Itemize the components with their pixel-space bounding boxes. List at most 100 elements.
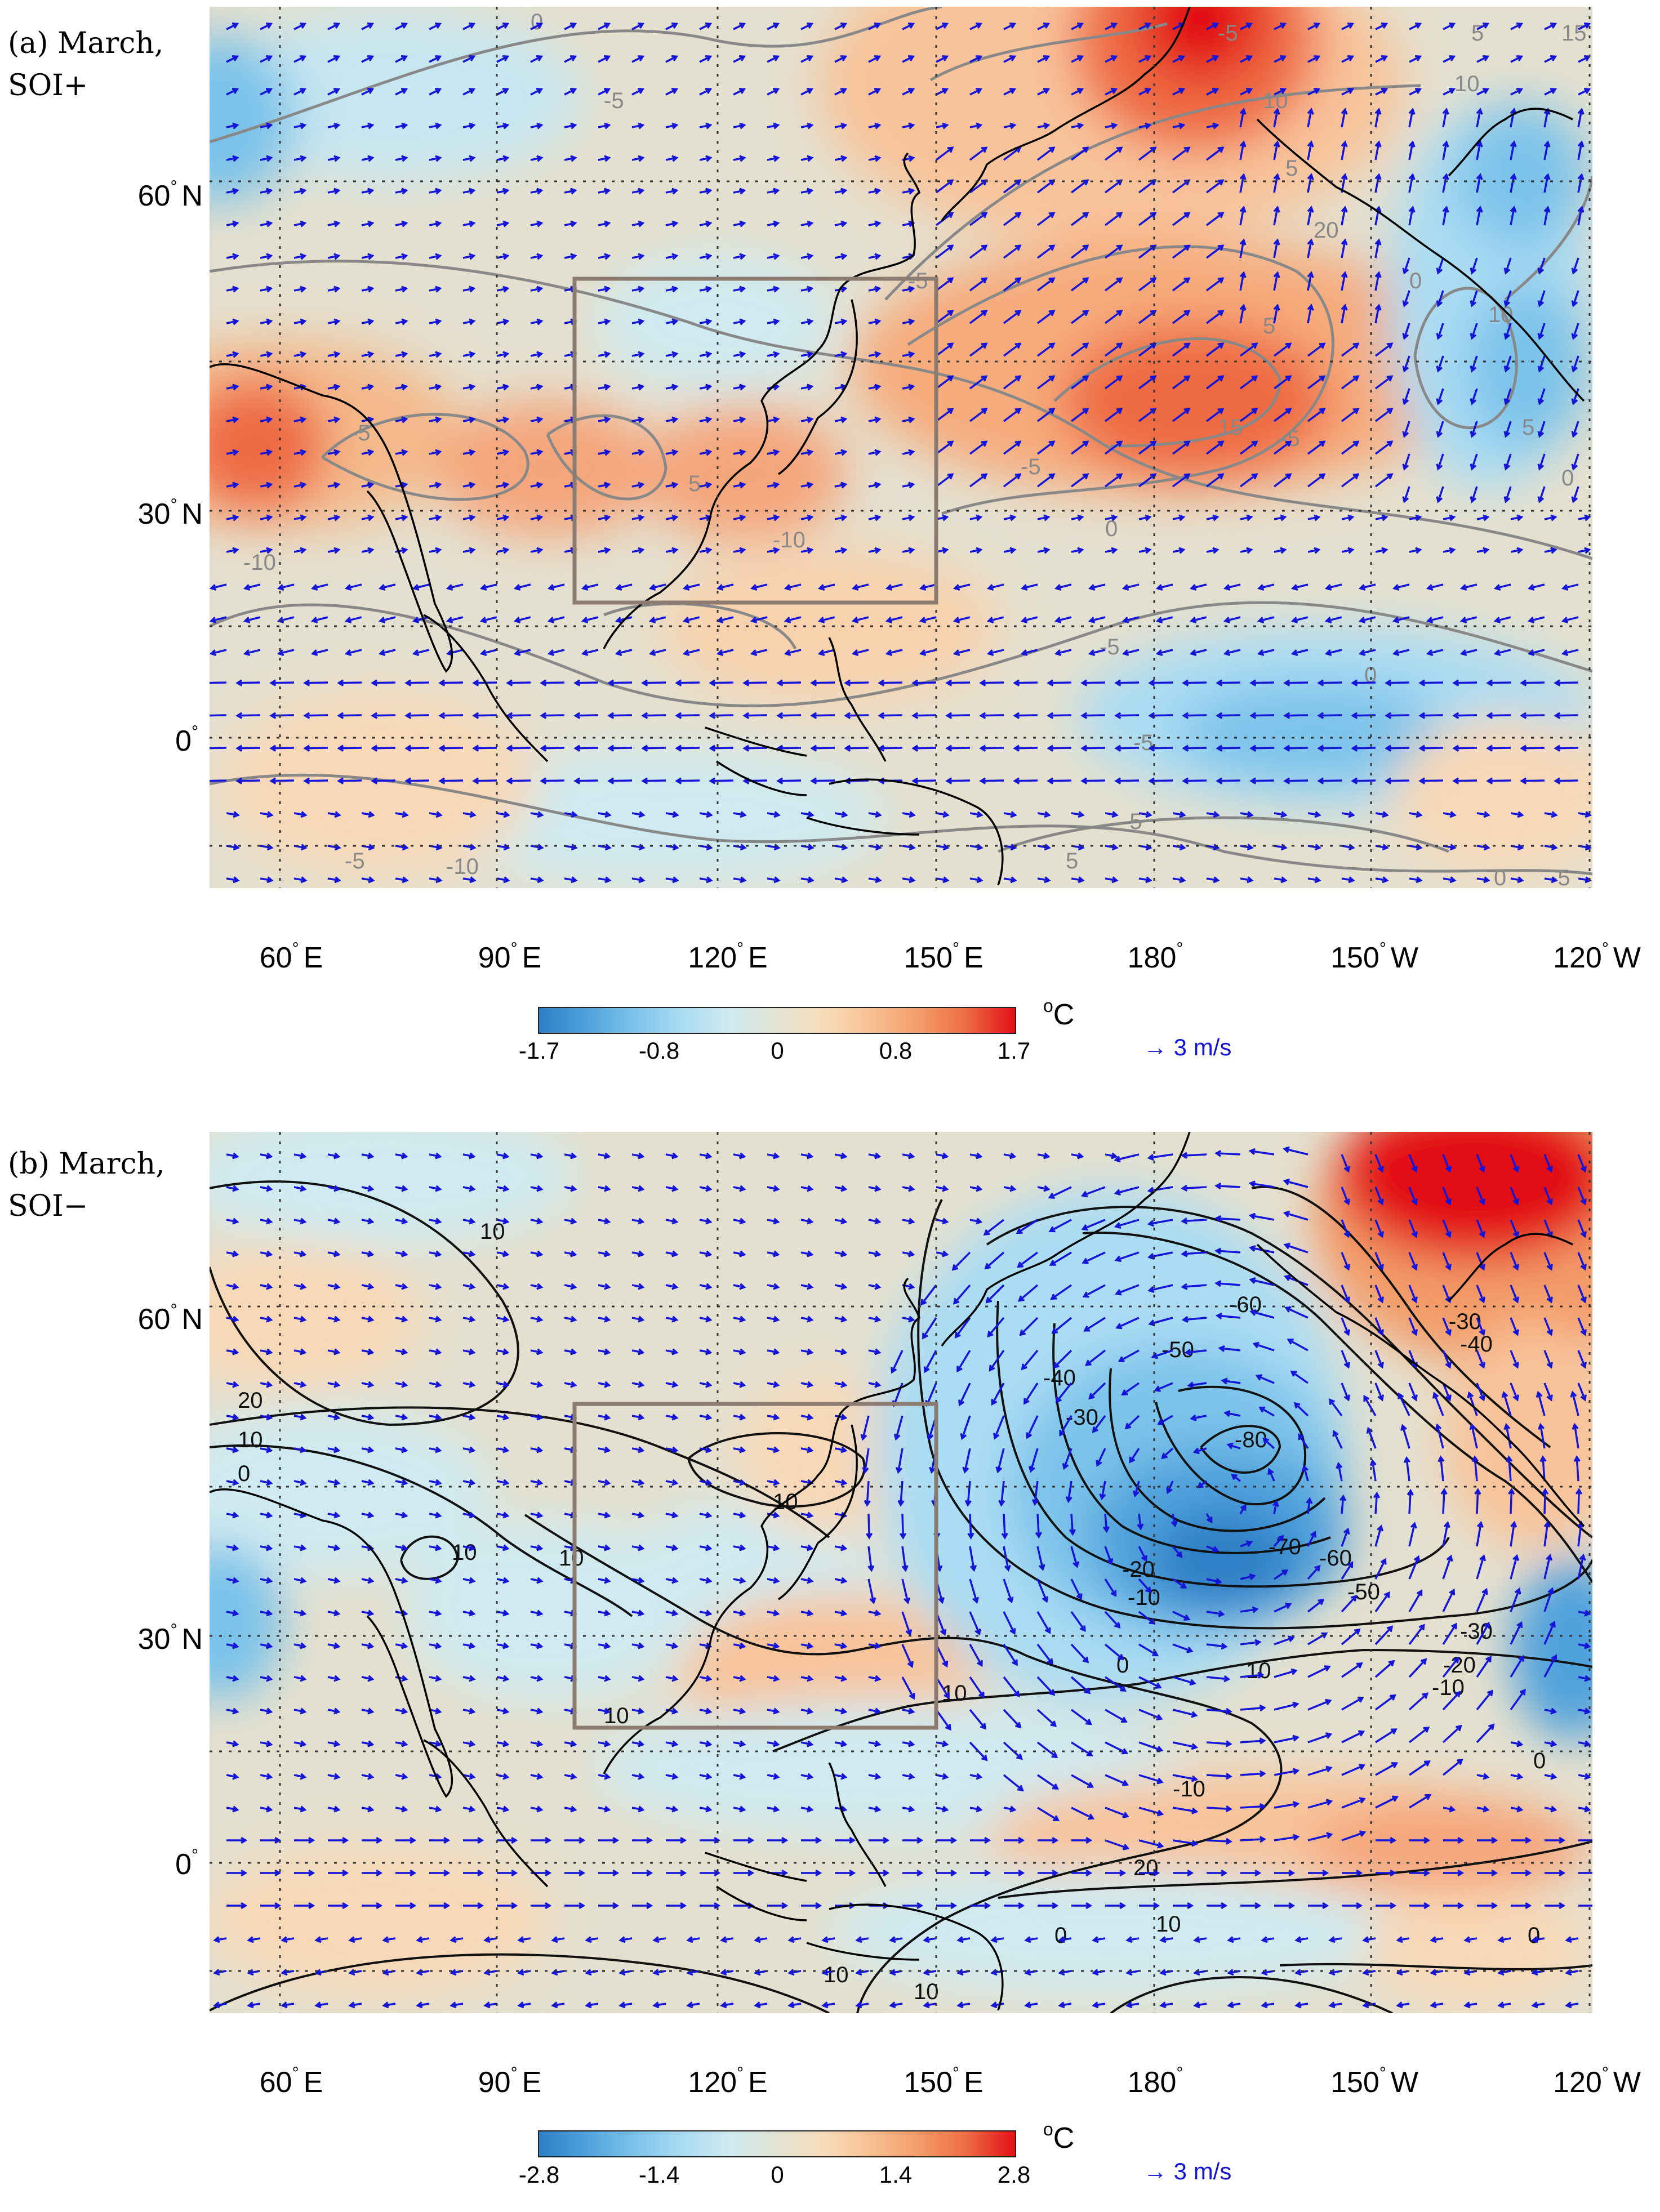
panel-a-wind-arrow <box>1274 22 1287 30</box>
panel-a-wind-arrow <box>631 253 645 260</box>
panel-b-wind-arrow <box>1501 1391 1512 1416</box>
panel-a-wind-arrow <box>1070 440 1089 455</box>
panel-b-wind-arrow <box>294 1836 315 1844</box>
panel-a-wind-arrow <box>1070 473 1089 488</box>
panel-b-wind-arrow <box>429 1836 451 1844</box>
panel-a-wind-arrow <box>1047 712 1072 719</box>
panel-b-wind-arrow <box>598 1577 611 1584</box>
panel-b-wind-arrow <box>598 1902 620 1910</box>
panel-b-wind-arrow <box>1328 1398 1343 1417</box>
panel-b-wind-arrow <box>868 1805 882 1813</box>
panel-b-wind-arrow <box>1442 1588 1456 1612</box>
panel-b-wind-arrow <box>1293 1402 1309 1417</box>
panel-b-wind-arrow <box>902 1836 924 1844</box>
panel-a-wind-arrow <box>1003 342 1022 357</box>
panel-a-wind-arrow <box>631 416 645 423</box>
panel-a-wind-arrow <box>327 253 341 260</box>
panel-b-wind-arrow <box>1227 1969 1241 1976</box>
panel-b-wind-arrow <box>1267 1468 1275 1482</box>
panel-b-map: 10 20 10 0 10 10 10 10 -40 -50 -60 -30 -80 -70 -60 -50-… <box>210 1132 1592 2013</box>
panel-a-wind-arrow <box>1476 22 1490 30</box>
panel-b-wind-arrow <box>902 1707 915 1715</box>
panel-b-wind-arrow <box>733 1315 746 1323</box>
panel-a-wind-arrow <box>1240 22 1253 30</box>
panel-b-wind-arrow <box>260 1609 273 1617</box>
panel-a-wind-arrow <box>573 744 599 752</box>
panel-a-wind-arrow <box>1249 744 1275 752</box>
panel-b-wind-arrow <box>361 1381 375 1388</box>
panel-b-wind-arrow <box>1003 1676 1020 1698</box>
panel-b-wind-arrow <box>1375 1795 1399 1809</box>
panel-a-wind-arrow <box>530 155 544 162</box>
panel-b-wind-arrow <box>1577 1154 1587 1173</box>
panel-a-wind-arrow <box>800 286 814 293</box>
panel-b-wind-arrow <box>429 1675 442 1682</box>
panel-a-wind-arrow <box>1037 811 1051 818</box>
panel-a-wind-arrow <box>496 155 510 162</box>
panel-b-wind-arrow <box>1274 1768 1300 1776</box>
panel-a-contour-label: 5 <box>688 471 701 496</box>
panel-b-wind-arrow <box>631 1381 645 1388</box>
panel-a-wind-arrow <box>496 514 510 521</box>
panel-b-wind-arrow <box>1147 1219 1173 1227</box>
panel-a-wind-arrow <box>337 744 362 752</box>
panel-b-wind-arrow <box>429 1250 442 1257</box>
panel-a-contour-label: 0 <box>1105 516 1118 541</box>
panel-b-wind-arrow <box>1274 1569 1289 1580</box>
panel-a-wind-arrow <box>1249 777 1275 784</box>
panel-b-wind-arrow <box>1121 1382 1140 1396</box>
panel-b-wind-arrow <box>530 1218 544 1225</box>
panel-a-wind-arrow <box>1070 408 1089 422</box>
panel-b-wind-arrow <box>1248 1212 1275 1221</box>
panel-b-wind-arrow <box>462 1707 476 1715</box>
panel-b-wind-arrow <box>450 2001 464 2009</box>
panel-b-wind-arrow <box>483 2001 497 2009</box>
panel-b-wind-arrow <box>1543 1154 1553 1173</box>
panel-b-wind-arrow <box>868 1152 882 1159</box>
panel-a-wind-arrow <box>868 481 882 489</box>
panel-b-wind-arrow <box>226 1609 239 1617</box>
panel-b-wind-arrow <box>1578 1740 1591 1747</box>
panel-a-wind-arrow <box>1543 140 1551 160</box>
panel-b-wind-arrow <box>260 1413 273 1421</box>
panel-b-contour-label: 10 <box>914 1979 939 2004</box>
panel-a-wind-arrow <box>767 188 780 195</box>
panel-a-wind-arrow <box>1307 271 1314 291</box>
panel-b-wind-arrow <box>1432 1392 1444 1416</box>
panel-a-wind-arrow <box>327 155 341 162</box>
panel-a-wind-arrow <box>1239 140 1247 160</box>
panel-b-wind-arrow <box>969 1773 983 1780</box>
panel-b-contour-label: -10 <box>1128 1585 1160 1610</box>
panel-b-wind-arrow <box>733 1642 746 1649</box>
panel-a-wind-arrow <box>1013 777 1038 784</box>
panel-a-wind-arrow <box>226 253 239 260</box>
panel-b-wind-arrow <box>1214 1247 1241 1255</box>
panel-a-contour-label: -5 <box>1100 635 1120 659</box>
panel-a-colorbar-tick-4: 0.8 <box>879 1037 913 1064</box>
panel-a-wind-arrow <box>851 649 869 656</box>
panel-a-wind-arrow <box>1249 712 1275 719</box>
panel-a-wind-arrow <box>800 547 814 554</box>
panel-a-wind-arrow <box>598 220 611 228</box>
panel-b-wind-arrow <box>969 1546 977 1572</box>
panel-b-wind-arrow <box>1104 1611 1121 1629</box>
panel-a-wind-arrow <box>1537 388 1546 405</box>
panel-a-wind-arrow <box>1374 271 1382 291</box>
panel-a-wind-arrow <box>1527 583 1545 591</box>
panel-b-wind-arrow <box>1240 1573 1256 1580</box>
panel-b-colorbar <box>538 2130 1016 2157</box>
panel-b-wind-arrow <box>767 1740 780 1747</box>
panel-b-wind-arrow <box>1037 1152 1051 1159</box>
panel-b-wind-arrow <box>1062 1448 1072 1470</box>
panel-b-contour-label: 0 <box>1054 1923 1067 1948</box>
panel-a-wind-arrow <box>800 55 814 63</box>
panel-a-wind-arrow <box>1578 87 1591 96</box>
panel-b-wind-arrow <box>1545 1869 1566 1877</box>
panel-b-wind-arrow <box>327 1773 341 1780</box>
panel-a-wind-arrow <box>834 811 848 818</box>
panel-a-wind-arrow <box>868 416 882 423</box>
panel-b-wind-arrow <box>733 1479 746 1486</box>
panel-a-wind-arrow <box>733 318 746 325</box>
panel-b-wind-arrow <box>1105 1152 1118 1159</box>
panel-b-wind-arrow <box>1287 1338 1309 1352</box>
